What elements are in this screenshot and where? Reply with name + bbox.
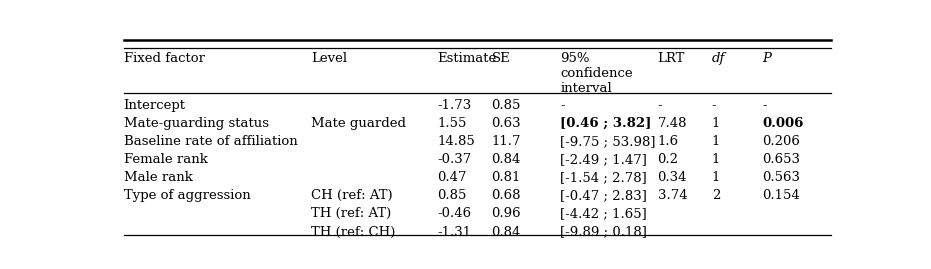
- Text: 0.006: 0.006: [762, 117, 803, 130]
- Text: P: P: [762, 52, 771, 65]
- Text: 0.63: 0.63: [492, 117, 521, 130]
- Text: 1: 1: [711, 153, 720, 166]
- Text: [-9.75 ; 53.98]: [-9.75 ; 53.98]: [560, 135, 655, 148]
- Text: -1.31: -1.31: [438, 225, 472, 239]
- Text: Type of aggression: Type of aggression: [124, 189, 250, 202]
- Text: 14.85: 14.85: [438, 135, 475, 148]
- Text: Baseline rate of affiliation: Baseline rate of affiliation: [124, 135, 297, 148]
- Text: 1: 1: [711, 171, 720, 184]
- Text: 0.154: 0.154: [762, 189, 800, 202]
- Text: 0.84: 0.84: [492, 153, 521, 166]
- Text: Estimate: Estimate: [438, 52, 497, 65]
- Text: -: -: [560, 99, 565, 112]
- Text: -: -: [657, 99, 662, 112]
- Text: Female rank: Female rank: [124, 153, 208, 166]
- Text: [0.46 ; 3.82]: [0.46 ; 3.82]: [560, 117, 652, 130]
- Text: [-0.47 ; 2.83]: [-0.47 ; 2.83]: [560, 189, 647, 202]
- Text: -: -: [762, 99, 767, 112]
- Text: Intercept: Intercept: [124, 99, 185, 112]
- Text: 0.2: 0.2: [657, 153, 679, 166]
- Text: Fixed factor: Fixed factor: [124, 52, 205, 65]
- Text: 0.68: 0.68: [492, 189, 521, 202]
- Text: 1.6: 1.6: [657, 135, 679, 148]
- Text: TH (ref: AT): TH (ref: AT): [311, 207, 391, 220]
- Text: 1: 1: [711, 117, 720, 130]
- Text: 2: 2: [711, 189, 720, 202]
- Text: -0.37: -0.37: [438, 153, 472, 166]
- Text: 0.84: 0.84: [492, 225, 521, 239]
- Text: 0.81: 0.81: [492, 171, 521, 184]
- Text: 0.85: 0.85: [438, 189, 466, 202]
- Text: 0.47: 0.47: [438, 171, 467, 184]
- Text: Level: Level: [311, 52, 347, 65]
- Text: SE: SE: [492, 52, 510, 65]
- Text: 11.7: 11.7: [492, 135, 521, 148]
- Text: 0.34: 0.34: [657, 171, 687, 184]
- Text: 7.48: 7.48: [657, 117, 687, 130]
- Text: -: -: [711, 99, 716, 112]
- Text: 0.206: 0.206: [762, 135, 800, 148]
- Text: [-1.54 ; 2.78]: [-1.54 ; 2.78]: [560, 171, 647, 184]
- Text: [-4.42 ; 1.65]: [-4.42 ; 1.65]: [560, 207, 647, 220]
- Text: 1: 1: [711, 135, 720, 148]
- Text: Mate-guarding status: Mate-guarding status: [124, 117, 268, 130]
- Text: TH (ref: CH): TH (ref: CH): [311, 225, 396, 239]
- Text: Mate guarded: Mate guarded: [311, 117, 406, 130]
- Text: CH (ref: AT): CH (ref: AT): [311, 189, 393, 202]
- Text: 0.96: 0.96: [492, 207, 521, 220]
- Text: 0.653: 0.653: [762, 153, 800, 166]
- Text: df: df: [711, 52, 725, 65]
- Text: 95%
confidence
interval: 95% confidence interval: [560, 52, 633, 95]
- Text: 1.55: 1.55: [438, 117, 466, 130]
- Text: LRT: LRT: [657, 52, 685, 65]
- Text: Male rank: Male rank: [124, 171, 193, 184]
- Text: -1.73: -1.73: [438, 99, 472, 112]
- Text: [-2.49 ; 1.47]: [-2.49 ; 1.47]: [560, 153, 647, 166]
- Text: -0.46: -0.46: [438, 207, 472, 220]
- Text: 0.85: 0.85: [492, 99, 521, 112]
- Text: 3.74: 3.74: [657, 189, 687, 202]
- Text: [-9.89 ; 0.18]: [-9.89 ; 0.18]: [560, 225, 647, 239]
- Text: 0.563: 0.563: [762, 171, 800, 184]
